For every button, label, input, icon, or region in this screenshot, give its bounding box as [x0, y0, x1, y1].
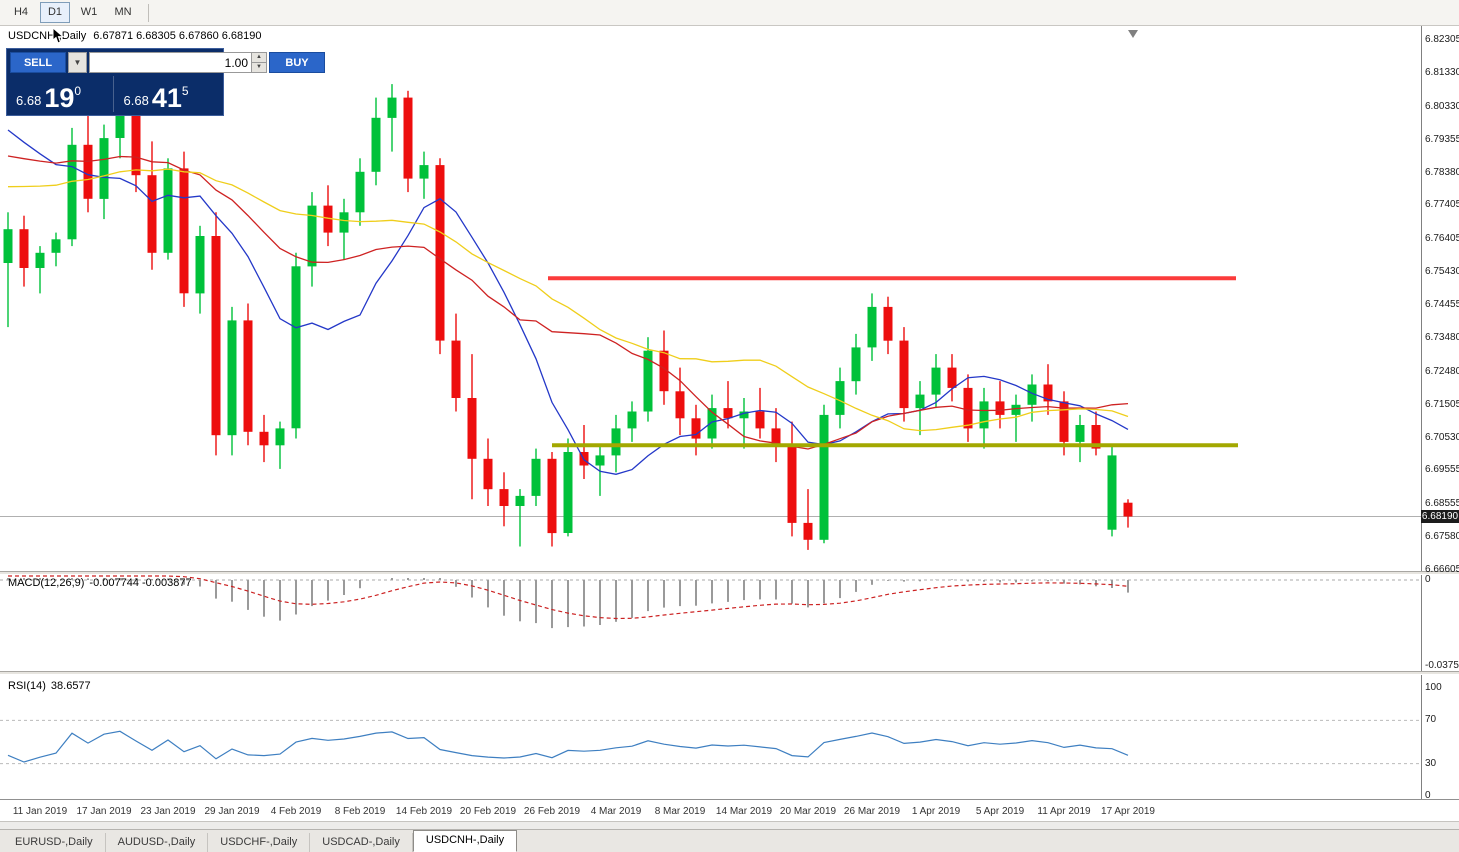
- rsi-axis-label: 0: [1425, 790, 1431, 801]
- date-axis-label: 1 Apr 2019: [911, 806, 961, 817]
- chart-tab-usdchf[interactable]: USDCHF-,Daily: [208, 833, 311, 852]
- date-axis-label: 11 Apr 2019: [1037, 806, 1091, 817]
- mouse-cursor-icon: [52, 27, 64, 44]
- sell-price-base: 6.68: [16, 93, 42, 108]
- volume-input[interactable]: [90, 53, 251, 72]
- price-axis-label: 6.75430: [1425, 266, 1459, 277]
- price-axis-label: 6.76405: [1425, 233, 1459, 244]
- price-axis-label: 6.74455: [1425, 299, 1459, 310]
- macd-axis-label: -0.03752: [1425, 660, 1459, 671]
- chart-info: USDCNH-,Daily 6.67871 6.68305 6.67860 6.…: [8, 30, 266, 42]
- price-axis-label: 6.70530: [1425, 432, 1459, 443]
- volume-spinner: ▲ ▼: [251, 53, 266, 72]
- bottom-strip: [0, 821, 1459, 829]
- price-axis-label: 6.66605: [1425, 564, 1459, 575]
- chart-tab-bar: EURUSD-,Daily AUDUSD-,Daily USDCHF-,Daily U…: [0, 829, 1459, 852]
- chart-tab-eurusd[interactable]: EURUSD-,Daily: [3, 833, 106, 852]
- macd-values: -0.007744 -0.003877: [89, 577, 192, 589]
- rsi-value: 38.6577: [50, 680, 91, 692]
- price-axis-label: 6.71505: [1425, 399, 1459, 410]
- chart-tab-usdcad[interactable]: USDCAD-,Daily: [310, 833, 413, 852]
- chart-symbol-label: USDCNH-,Daily: [8, 30, 87, 42]
- date-axis-label: 11 Jan 2019: [12, 806, 68, 817]
- chevron-down-icon: ▼: [73, 58, 82, 67]
- date-axis-label: 26 Feb 2019: [523, 806, 581, 817]
- price-axis-label: 6.68555: [1425, 498, 1459, 509]
- date-axis-label: 4 Mar 2019: [590, 806, 642, 817]
- chart-tab-audusd[interactable]: AUDUSD-,Daily: [106, 833, 209, 852]
- macd-name: MACD(12,26,9): [8, 577, 85, 589]
- volume-field: ▲ ▼: [89, 52, 267, 73]
- rsi-axis-label: 30: [1425, 758, 1437, 769]
- sell-price-pips: 19: [44, 82, 75, 113]
- date-axis-label: 4 Feb 2019: [270, 806, 322, 817]
- panel-divider-macd[interactable]: [0, 571, 1459, 575]
- volume-decrease-button[interactable]: ▼: [252, 63, 266, 72]
- rsi-axis-label: 100: [1425, 682, 1442, 693]
- rsi-name: RSI(14): [8, 680, 46, 692]
- date-axis-label: 8 Mar 2019: [654, 806, 706, 817]
- date-axis-label: 5 Apr 2019: [975, 806, 1025, 817]
- price-axis-label: 6.78380: [1425, 167, 1459, 178]
- date-axis-label: 20 Mar 2019: [779, 806, 837, 817]
- current-price-badge: 6.68190: [1421, 510, 1459, 523]
- date-axis-label: 14 Feb 2019: [395, 806, 453, 817]
- timeframe-button-h4[interactable]: H4: [13, 6, 29, 18]
- rsi-axis-label: 70: [1425, 714, 1437, 725]
- timeframe-group: H4 D1 W1 MN: [6, 2, 138, 23]
- date-axis-label: 17 Jan 2019: [76, 806, 132, 817]
- panel-divider-rsi[interactable]: [0, 671, 1459, 675]
- timeframe-button-w1[interactable]: W1: [80, 6, 98, 18]
- order-type-dropdown-button[interactable]: ▼: [68, 52, 87, 73]
- chart-ohlc-values: 6.67871 6.68305 6.67860 6.68190: [93, 30, 262, 42]
- date-axis-label: 17 Apr 2019: [1101, 806, 1155, 817]
- timeframe-button-d1[interactable]: D1: [40, 2, 70, 23]
- price-axis-label: 6.82305: [1425, 34, 1459, 45]
- buy-price-base: 6.68: [123, 93, 149, 108]
- price-axis-label: 6.81330: [1425, 67, 1459, 78]
- toolbar-separator: [148, 3, 149, 22]
- price-axis-label: 6.73480: [1425, 332, 1459, 343]
- timeframe-button-mn[interactable]: MN: [114, 6, 132, 18]
- buy-price-pips: 41: [151, 82, 182, 113]
- price-axis-label: 6.72480: [1425, 366, 1459, 377]
- price-axis-label: 6.77405: [1425, 199, 1459, 210]
- buy-price-point: 5: [181, 84, 189, 98]
- rsi-label: RSI(14) 38.6577: [8, 680, 96, 692]
- date-axis-label: 26 Mar 2019: [843, 806, 901, 817]
- chart-tab-usdcnh[interactable]: USDCNH-,Daily: [412, 830, 518, 852]
- date-band: [0, 799, 1459, 821]
- timeframe-toolbar: H4 D1 W1 MN: [0, 0, 1459, 26]
- date-axis-label: 8 Feb 2019: [334, 806, 386, 817]
- sell-price-point: 0: [74, 84, 82, 98]
- price-axis-label: 6.69555: [1425, 464, 1459, 475]
- date-axis-label: 14 Mar 2019: [715, 806, 773, 817]
- date-axis-label: 23 Jan 2019: [140, 806, 196, 817]
- chart-shift-marker-icon[interactable]: [1128, 30, 1138, 38]
- price-axis-label: 6.67580: [1425, 531, 1459, 542]
- macd-axis-label: 0: [1425, 574, 1431, 585]
- sell-button[interactable]: SELL: [10, 52, 66, 73]
- macd-label: MACD(12,26,9) -0.007744 -0.003877: [8, 577, 197, 589]
- buy-price-display[interactable]: 6.68 41 5: [114, 76, 221, 112]
- volume-increase-button[interactable]: ▲: [252, 53, 266, 63]
- date-axis-label: 29 Jan 2019: [204, 806, 260, 817]
- date-axis-label: 20 Feb 2019: [459, 806, 517, 817]
- one-click-trading-panel: SELL ▼ ▲ ▼ BUY 6.68 19 0 6.68 41: [6, 48, 325, 116]
- buy-button[interactable]: BUY: [269, 52, 325, 73]
- price-axis-label: 6.79355: [1425, 134, 1459, 145]
- price-axis-label: 6.80330: [1425, 101, 1459, 112]
- sell-price-display[interactable]: 6.68 19 0: [10, 76, 114, 112]
